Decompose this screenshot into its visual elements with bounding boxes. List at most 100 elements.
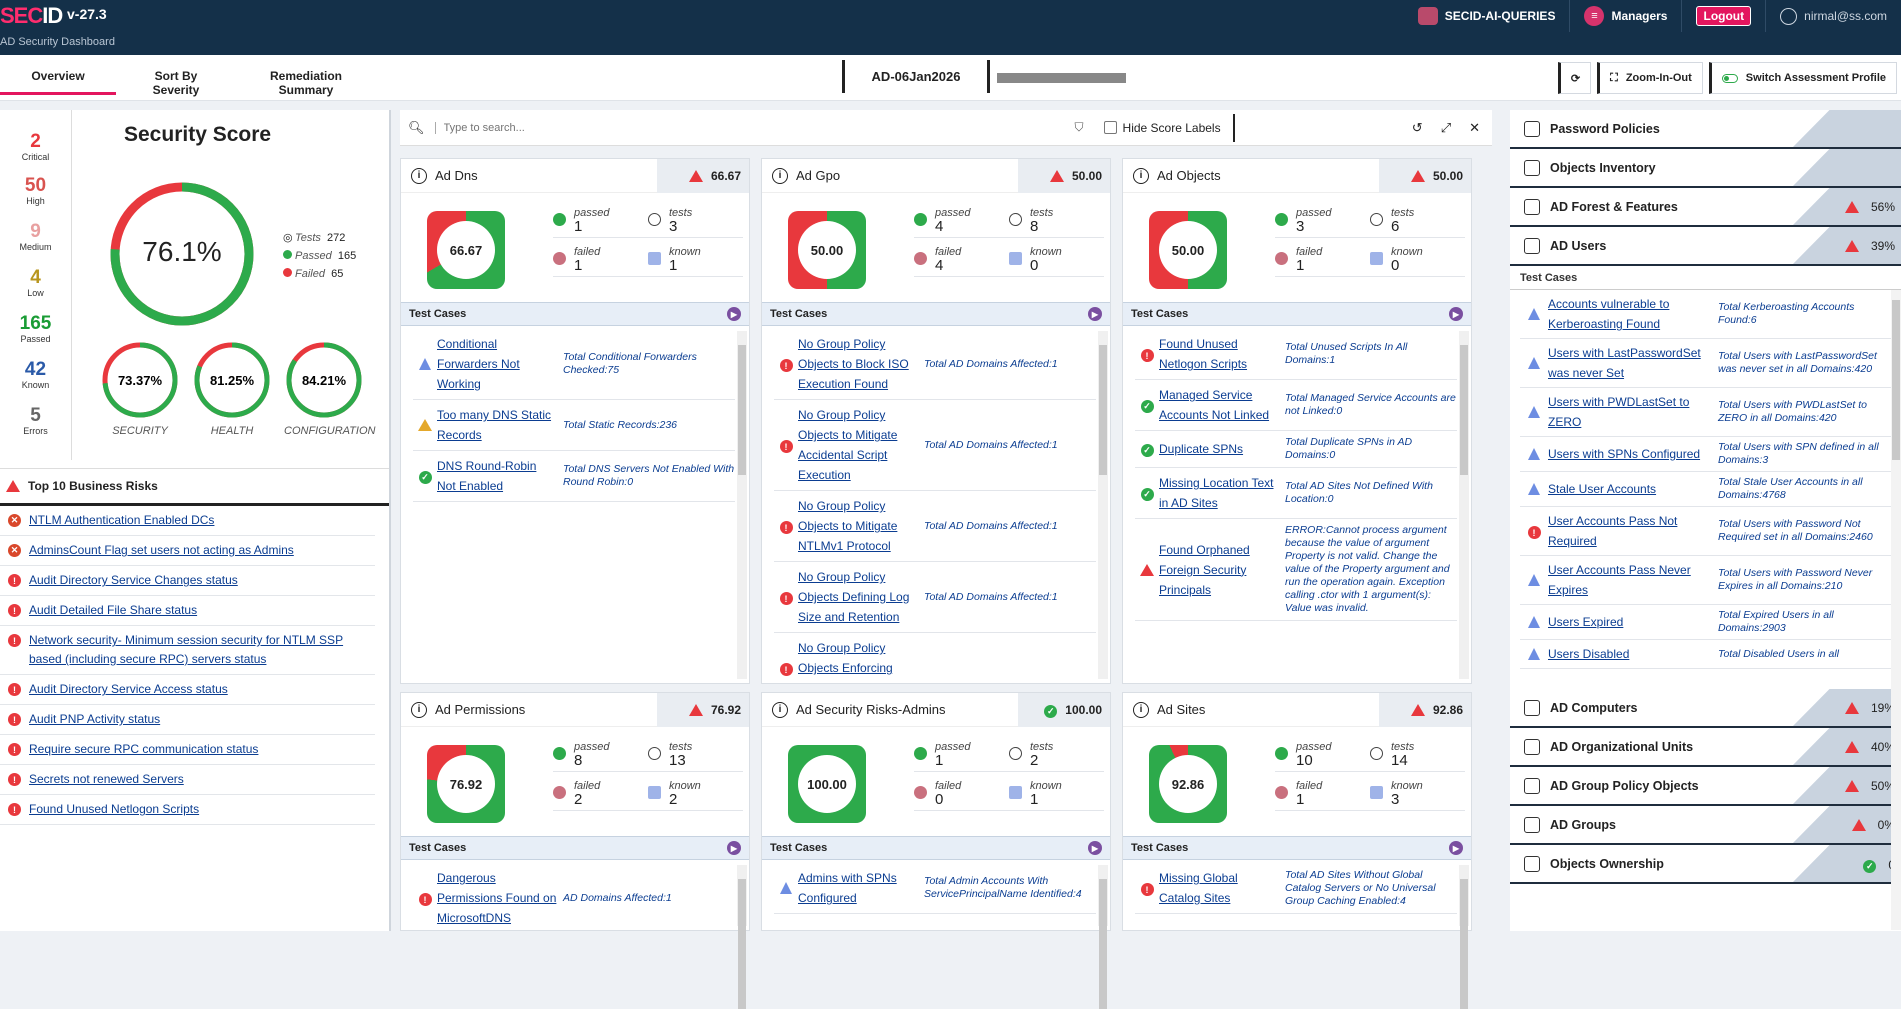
test-case-row[interactable]: ! Missing Global Catalog Sites Total AD Si…: [1135, 863, 1457, 914]
test-case-link[interactable]: DNS Round-Robin Not Enabled: [437, 459, 537, 493]
switch-profile-button[interactable]: Switch Assessment Profile: [1708, 62, 1897, 94]
test-case-link[interactable]: Duplicate SPNs: [1159, 442, 1244, 456]
test-case-row[interactable]: ! Found Unused Netlogon Scripts Total Unus…: [1135, 329, 1457, 380]
test-case-row[interactable]: ! No Group Policy Objects Defining Log Si…: [774, 562, 1096, 633]
assessment-selector[interactable]: AD-06Jan2026: [842, 60, 990, 93]
risk-item[interactable]: ! Found Unused Netlogon Scripts: [0, 795, 375, 825]
risk-link[interactable]: Audit Directory Service Access status: [29, 682, 228, 696]
accordion-objects-ownership[interactable]: Objects Ownership✓0: [1510, 845, 1901, 884]
refresh-button[interactable]: ⟳: [1557, 62, 1592, 94]
severity-count[interactable]: 2 Critical: [21, 131, 50, 163]
test-case-row[interactable]: ! No Group Policy Objects to Block ISO Ex…: [774, 329, 1096, 400]
test-case-link[interactable]: Users Disabled: [1548, 647, 1630, 661]
risk-link[interactable]: Audit Detailed File Share status: [29, 603, 198, 617]
card-scrollbar[interactable]: [1098, 865, 1108, 1009]
test-case-link[interactable]: Conditional Forwarders Not Working: [437, 337, 520, 391]
test-case-link[interactable]: Stale User Accounts: [1548, 482, 1657, 496]
test-case-row[interactable]: Found Orphaned Foreign Security Principa…: [1135, 519, 1457, 621]
test-case-link[interactable]: Admins with SPNs Configured: [798, 871, 897, 905]
accordion-password-policies[interactable]: Password Policies: [1510, 110, 1901, 149]
test-case-row[interactable]: ✓ DNS Round-Robin Not Enabled Total DNS Se…: [413, 451, 735, 502]
risk-link[interactable]: Require secure RPC communication status: [29, 742, 259, 756]
test-case-row[interactable]: Accounts vulnerable to Kerberoasting Fou…: [1520, 290, 1891, 339]
test-case-row[interactable]: ✓ Duplicate SPNs Total Duplicate SPNs in A…: [1135, 431, 1457, 468]
risk-link[interactable]: Found Unused Netlogon Scripts: [29, 802, 200, 816]
accordion-ad-forest-features[interactable]: AD Forest & Features 56%: [1510, 188, 1901, 227]
user-menu[interactable]: nirmal@ss.com: [1765, 0, 1901, 32]
app-logo[interactable]: SECID: [0, 3, 63, 28]
risk-link[interactable]: AdminsCount Flag set users not acting as…: [29, 543, 294, 557]
hide-score-labels-checkbox[interactable]: [1103, 121, 1117, 134]
tab-sort-by-severity[interactable]: Sort By Severity: [116, 63, 236, 97]
test-case-link[interactable]: Dangerous Permissions Found on Microsoft…: [437, 871, 557, 925]
risk-link[interactable]: Audit PNP Activity status: [29, 712, 161, 726]
test-case-link[interactable]: Missing Location Text in AD Sites: [1159, 476, 1274, 510]
risk-item[interactable]: ! Audit Directory Service Access status: [0, 675, 375, 705]
page-scrollbar[interactable]: [1891, 290, 1901, 930]
risk-link[interactable]: Audit Directory Service Changes status: [29, 573, 238, 587]
zoom-button[interactable]: ⛶ Zoom-In-Out: [1597, 62, 1703, 94]
tab-remediation-summary[interactable]: Remediation Summary: [236, 63, 376, 97]
ai-queries-button[interactable]: SECID-AI-QUERIES: [1404, 0, 1570, 32]
test-case-row[interactable]: Users with LastPasswordSet was never Set…: [1520, 339, 1891, 388]
test-case-row[interactable]: Users Expired Total Expired Users in all …: [1520, 605, 1891, 640]
reset-icon[interactable]: ↺: [1411, 119, 1423, 135]
accordion-ad-users[interactable]: AD Users 39%: [1510, 227, 1901, 266]
risk-item[interactable]: ✕ NTLM Authentication Enabled DCs: [0, 506, 375, 536]
test-case-link[interactable]: Too many DNS Static Records: [437, 408, 552, 442]
card-scrollbar[interactable]: [1098, 331, 1108, 679]
play-icon[interactable]: ▶: [727, 841, 741, 855]
expand-icon[interactable]: ⤢: [1440, 119, 1452, 135]
test-case-row[interactable]: Too many DNS Static Records Total Static …: [413, 400, 735, 451]
test-case-link[interactable]: User Accounts Pass Not Required: [1548, 514, 1678, 548]
test-case-link[interactable]: No Group Policy Objects to Mitigate NTLM…: [798, 499, 898, 553]
test-case-row[interactable]: Users Disabled Total Disabled Users in al…: [1520, 640, 1891, 669]
risk-link[interactable]: Secrets not renewed Servers: [29, 772, 184, 786]
test-case-link[interactable]: No Group Policy Objects to Mitigate Acci…: [798, 408, 898, 482]
test-case-row[interactable]: Stale User Accounts Total Stale User Acco…: [1520, 472, 1891, 507]
risk-item[interactable]: ✕ AdminsCount Flag set users not acting a…: [0, 536, 375, 566]
play-icon[interactable]: ▶: [727, 307, 741, 321]
test-case-link[interactable]: Users with PWDLastSet to ZERO: [1548, 395, 1690, 429]
accordion-ad-computers[interactable]: AD Computers 19%: [1510, 689, 1901, 728]
test-case-link[interactable]: Users with SPNs Configured: [1548, 447, 1701, 461]
play-icon[interactable]: ▶: [1449, 307, 1463, 321]
card-scrollbar[interactable]: [1459, 331, 1469, 679]
play-icon[interactable]: ▶: [1088, 841, 1102, 855]
risk-item[interactable]: ! Require secure RPC communication status: [0, 735, 375, 765]
severity-count[interactable]: 50 High: [24, 175, 47, 207]
test-case-link[interactable]: Managed Service Accounts Not Linked: [1159, 388, 1270, 422]
test-case-row[interactable]: ! No Group Policy Objects Enforcing WinRM: [774, 633, 1096, 683]
severity-count[interactable]: 42 Known: [21, 359, 50, 391]
risk-item[interactable]: ! Secrets not renewed Servers: [0, 765, 375, 795]
severity-count[interactable]: 165 Passed: [19, 313, 52, 345]
search-input[interactable]: [434, 121, 1075, 134]
test-case-link[interactable]: User Accounts Pass Never Expires: [1548, 563, 1691, 597]
test-case-link[interactable]: Found Unused Netlogon Scripts: [1159, 337, 1248, 371]
test-case-link[interactable]: Accounts vulnerable to Kerberoasting Fou…: [1548, 297, 1670, 331]
test-case-link[interactable]: No Group Policy Objects Defining Log Siz…: [798, 570, 910, 624]
accordion-ad-group-policy-objects[interactable]: AD Group Policy Objects 50%: [1510, 767, 1901, 806]
test-case-row[interactable]: Users with PWDLastSet to ZERO Total Users…: [1520, 388, 1891, 437]
test-case-row[interactable]: ✓ Managed Service Accounts Not Linked Tota…: [1135, 380, 1457, 431]
test-case-row[interactable]: ! No Group Policy Objects to Mitigate Acc…: [774, 400, 1096, 491]
test-case-row[interactable]: ! Dangerous Permissions Found on Microsof…: [413, 863, 735, 930]
risk-link[interactable]: NTLM Authentication Enabled DCs: [29, 513, 215, 527]
test-case-row[interactable]: Users with SPNs Configured Total Users wi…: [1520, 437, 1891, 472]
accordion-ad-groups[interactable]: AD Groups 0%: [1510, 806, 1901, 845]
severity-count[interactable]: 5 Errors: [23, 405, 48, 437]
test-case-link[interactable]: Missing Global Catalog Sites: [1159, 871, 1238, 905]
card-scrollbar[interactable]: [1459, 865, 1469, 1009]
test-case-link[interactable]: Users Expired: [1548, 615, 1624, 629]
test-case-row[interactable]: User Accounts Pass Never Expires Total Us…: [1520, 556, 1891, 605]
severity-count[interactable]: 4 Low: [27, 267, 44, 299]
tab-overview[interactable]: Overview: [0, 63, 116, 95]
severity-count[interactable]: 9 Medium: [19, 221, 52, 253]
test-case-link[interactable]: No Group Policy Objects to Block ISO Exe…: [798, 337, 909, 391]
risk-item[interactable]: ! Audit PNP Activity status: [0, 705, 375, 735]
test-case-row[interactable]: ! User Accounts Pass Not Required Total Us…: [1520, 507, 1891, 556]
managers-button[interactable]: ≡ Managers: [1569, 0, 1681, 32]
test-case-row[interactable]: Conditional Forwarders Not Working Total …: [413, 329, 735, 400]
risk-item[interactable]: ! Audit Detailed File Share status: [0, 596, 375, 626]
card-scrollbar[interactable]: [737, 865, 747, 1009]
